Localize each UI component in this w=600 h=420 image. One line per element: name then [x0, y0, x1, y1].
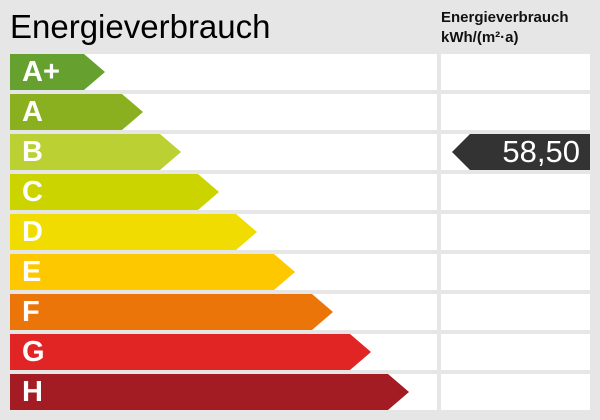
value-cell — [441, 174, 590, 210]
value-cell — [441, 214, 590, 250]
value-cell: 58,50 — [441, 134, 590, 170]
class-arrow: H — [10, 374, 409, 410]
class-arrow: A — [10, 94, 143, 130]
class-arrow: G — [10, 334, 371, 370]
column-header-unit: kWh/(m²·a) — [441, 29, 519, 46]
value-cell — [441, 374, 590, 410]
scale-row-e: E — [10, 254, 437, 290]
class-arrow: A+ — [10, 54, 105, 90]
class-arrow: D — [10, 214, 257, 250]
class-label: A+ — [22, 56, 60, 88]
page-title: Energieverbrauch — [10, 8, 271, 45]
value-marker: 58,50 — [452, 134, 590, 170]
value-cell — [441, 54, 590, 90]
scale-row-c: C — [10, 174, 437, 210]
scale-row-a: A — [10, 94, 437, 130]
scale-row-h: H — [10, 374, 437, 410]
class-arrow: B — [10, 134, 181, 170]
scale-row-g: G — [10, 334, 437, 370]
class-arrow: E — [10, 254, 295, 290]
value-cell — [441, 334, 590, 370]
value-cell — [441, 294, 590, 330]
class-label: F — [22, 296, 40, 328]
column-header: Energieverbrauch kWh/(m²·a) — [441, 8, 569, 48]
column-header-label: Energieverbrauch — [441, 9, 569, 26]
scale-row-f: F — [10, 294, 437, 330]
scale-row-d: D — [10, 214, 437, 250]
value-label: 58,50 — [502, 134, 580, 169]
scale-row-aplus: A+ — [10, 54, 437, 90]
scale-row-b: B — [10, 134, 437, 170]
class-arrow: F — [10, 294, 333, 330]
class-label: E — [22, 256, 42, 288]
class-arrow: C — [10, 174, 219, 210]
class-label: D — [22, 216, 43, 248]
value-cell — [441, 94, 590, 130]
class-label: G — [22, 336, 45, 368]
class-label: H — [22, 376, 43, 408]
class-label: B — [22, 136, 43, 168]
class-label: A — [22, 96, 43, 128]
value-cell — [441, 254, 590, 290]
class-label: C — [22, 176, 43, 208]
